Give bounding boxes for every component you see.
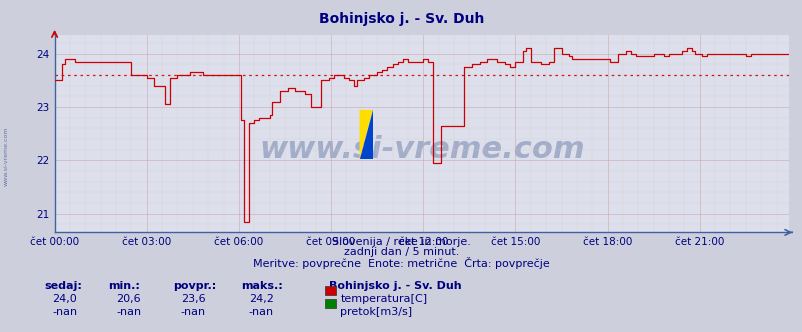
Text: pretok[m3/s]: pretok[m3/s]: [340, 307, 412, 317]
Text: 23,6: 23,6: [180, 294, 205, 304]
Text: 24,2: 24,2: [249, 294, 273, 304]
Text: -nan: -nan: [180, 307, 205, 317]
Text: 24,0: 24,0: [52, 294, 77, 304]
Text: povpr.:: povpr.:: [172, 281, 216, 290]
Text: zadnji dan / 5 minut.: zadnji dan / 5 minut.: [343, 247, 459, 257]
Text: Slovenija / reke in morje.: Slovenija / reke in morje.: [332, 237, 470, 247]
Text: Bohinjsko j. - Sv. Duh: Bohinjsko j. - Sv. Duh: [318, 12, 484, 26]
Text: -nan: -nan: [249, 307, 273, 317]
Text: Bohinjsko j. - Sv. Duh: Bohinjsko j. - Sv. Duh: [329, 281, 461, 290]
Text: min.:: min.:: [108, 281, 140, 290]
Text: -nan: -nan: [116, 307, 141, 317]
Text: 20,6: 20,6: [116, 294, 141, 304]
Text: temperatura[C]: temperatura[C]: [340, 294, 427, 304]
Polygon shape: [359, 110, 372, 159]
Polygon shape: [359, 110, 372, 159]
Text: Meritve: povprečne  Enote: metrične  Črta: povprečje: Meritve: povprečne Enote: metrične Črta:…: [253, 257, 549, 269]
Text: www.si-vreme.com: www.si-vreme.com: [4, 126, 9, 186]
Text: -nan: -nan: [52, 307, 77, 317]
Text: sedaj:: sedaj:: [44, 281, 82, 290]
Text: maks.:: maks.:: [241, 281, 282, 290]
Text: www.si-vreme.com: www.si-vreme.com: [259, 135, 584, 164]
